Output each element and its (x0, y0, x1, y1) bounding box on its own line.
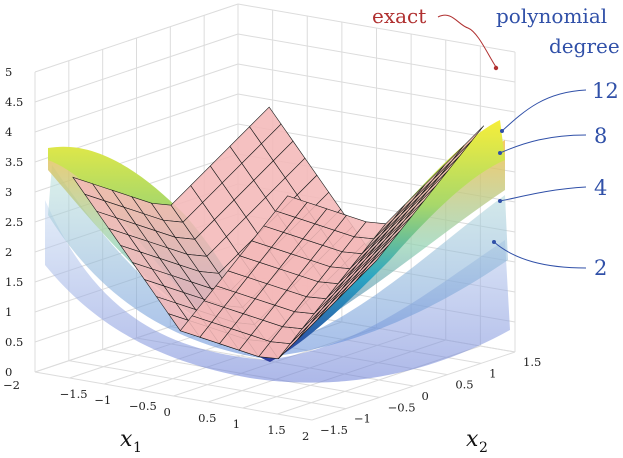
z-tick-label: 2 (5, 245, 12, 259)
polynomial-title: polynomial (496, 4, 607, 28)
leader-degree-4 (499, 186, 587, 202)
x1-tick-label: 2 (302, 429, 309, 443)
label-degree-2: 2 (594, 256, 607, 280)
x1-axis-label: x 1 (120, 427, 142, 456)
z-tick-label: 1 (5, 305, 12, 319)
label-degree-12: 12 (592, 79, 619, 103)
z-tick-label: 3 (5, 185, 12, 199)
z-tick-label: 4.5 (5, 95, 23, 109)
label-degree-8: 8 (594, 124, 607, 148)
z-tick-label: 4 (5, 125, 12, 139)
x1-label-sub: 1 (133, 440, 142, 456)
x2-tick-label: 1.5 (523, 355, 541, 369)
x1-tick-label: −2 (3, 378, 20, 392)
x2-tick-label: −1.5 (320, 423, 348, 437)
exact-leader-line (437, 14, 497, 68)
exact-annotation: exact (372, 4, 499, 71)
leader-degree-12 (501, 89, 587, 132)
x1-tick-label: 1.5 (267, 423, 285, 437)
z-tick-label: 5 (5, 65, 12, 79)
x1-tick-label: −1.5 (60, 387, 88, 401)
x1-tick-label: −1 (94, 393, 111, 407)
degree-annotations: polynomial degree 12 8 4 2 (492, 4, 620, 280)
z-tick-label: 2.5 (5, 215, 23, 229)
x2-label-sub: 2 (479, 440, 488, 456)
x1-tick-label: 0 (164, 405, 171, 419)
leader-degree-2 (493, 241, 587, 269)
surface-exact (72, 106, 485, 360)
marker-degree-4 (498, 199, 502, 203)
floor-gridline (34, 371, 313, 421)
x2-tick-label: −1 (354, 412, 371, 426)
leader-degree-8 (499, 134, 587, 154)
x2-axis-label: x 2 (466, 427, 488, 456)
floor-gridline (68, 360, 346, 410)
marker-degree-8 (498, 151, 502, 155)
x1-tick-label: −0.5 (129, 399, 157, 413)
z-tick-label: 1.5 (5, 275, 23, 289)
x2-tick-label: 1 (489, 366, 496, 380)
x1-label-base: x (120, 427, 133, 452)
exact-mesh-cell (452, 125, 485, 161)
z-tick-label: 0 (5, 365, 12, 379)
exact-label: exact (372, 4, 426, 28)
surface-degree-4 (48, 165, 508, 358)
x2-tick-label: 0 (422, 389, 429, 403)
x1-tick-label: 0.5 (198, 411, 216, 425)
degree-title: degree (549, 34, 620, 58)
x2-tick-label: −0.5 (388, 400, 416, 414)
z-tick-label: 3.5 (5, 155, 23, 169)
x2-tick-label: 0.5 (455, 378, 473, 392)
x2-label-base: x (466, 427, 479, 452)
marker-degree-12 (500, 129, 504, 133)
x1-tick-label: 1 (233, 417, 240, 431)
axis-ticks: 0 0.5 1 1.5 2 2.5 3 3.5 4 4.5 5 −1.5 −1 −0.5 0 0.5 1 1.5 2… (3, 65, 541, 443)
exact-marker (493, 65, 499, 71)
marker-degree-2 (492, 240, 496, 244)
z-tick-label: 0.5 (5, 335, 23, 349)
surface-degree-2 (45, 200, 510, 383)
label-degree-4: 4 (594, 176, 607, 200)
